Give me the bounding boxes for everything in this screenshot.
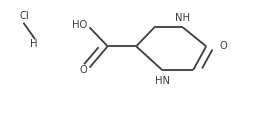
Text: NH: NH [175,13,190,23]
Text: H: H [30,39,37,49]
Text: Cl: Cl [19,11,29,21]
Text: HN: HN [155,76,170,86]
Text: O: O [219,41,227,51]
Text: O: O [79,65,87,75]
Text: HO: HO [72,20,87,30]
